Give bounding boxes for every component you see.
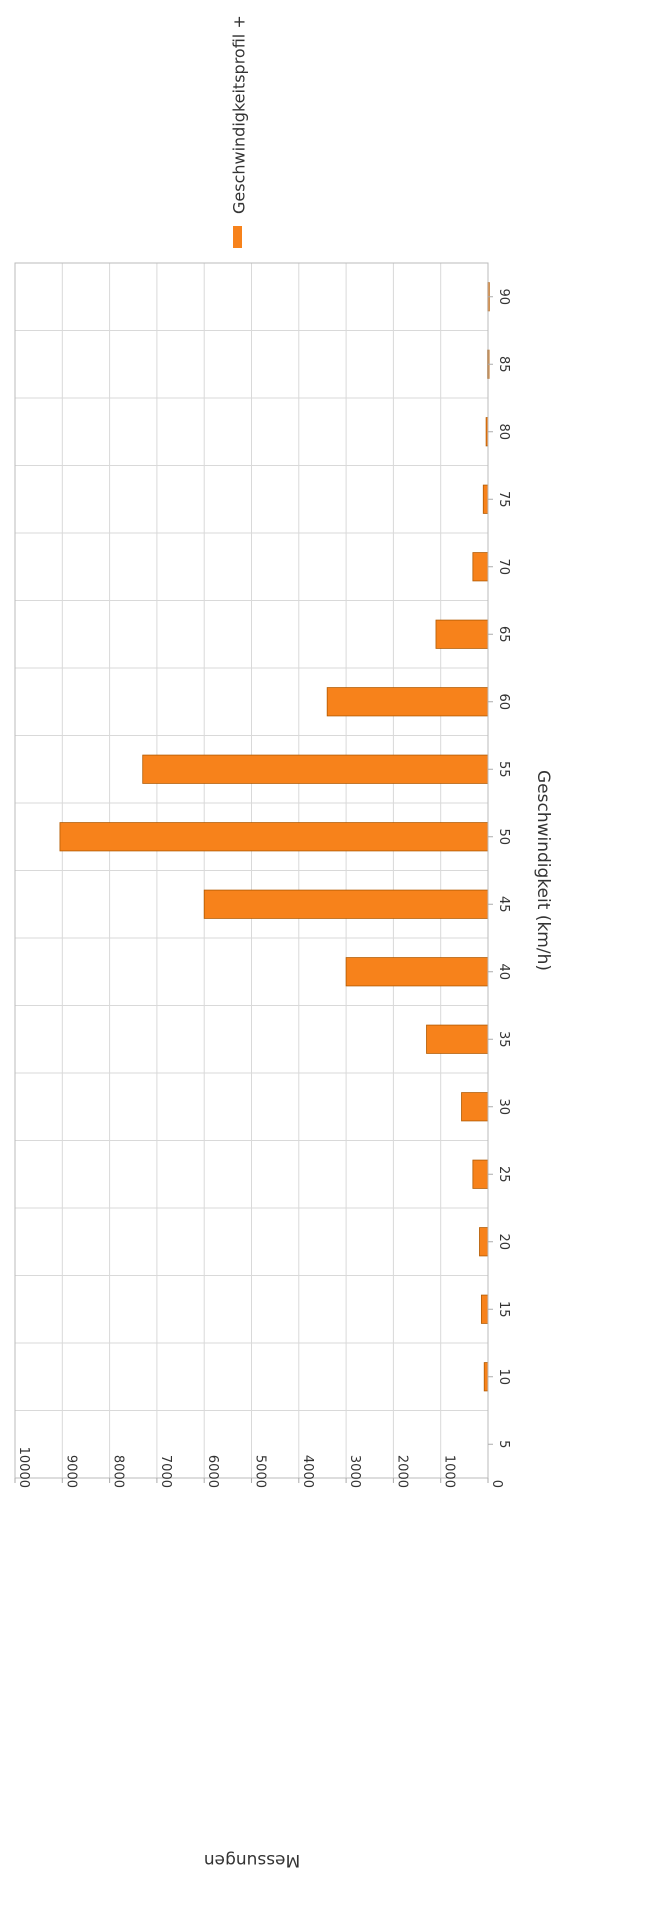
value-tick-label: 10000 [16, 1447, 31, 1488]
grid-lines [14, 262, 489, 1479]
bar-65 [435, 619, 489, 649]
value-tick-label: 7000 [158, 1455, 173, 1488]
bar-60 [326, 687, 489, 717]
category-tick-label: 85 [496, 356, 511, 373]
bar-30 [461, 1092, 489, 1122]
category-tick-label: 50 [496, 828, 511, 845]
category-tick-label: 35 [496, 1031, 511, 1048]
category-tick-label: 75 [496, 491, 511, 508]
category-tick-label: 65 [496, 626, 511, 643]
value-tick-label: 6000 [205, 1455, 220, 1488]
value-tick-label: 1000 [442, 1455, 457, 1488]
category-tick-label: 60 [496, 693, 511, 710]
category-tick-label: 55 [496, 761, 511, 778]
category-tick-label: 10 [496, 1368, 511, 1385]
bar-20 [479, 1227, 489, 1257]
bar-10 [483, 1362, 489, 1392]
value-tick-label: 0 [489, 1480, 504, 1488]
category-tick-label: 5 [496, 1440, 511, 1448]
x-axis-ticks: 5 10 15 20 25 30 35 40 45 50 55 60 65 70 75 80 85 90 [488, 288, 511, 1448]
bar-15 [480, 1294, 489, 1324]
bar-70 [472, 552, 489, 582]
category-tick-label: 45 [496, 896, 511, 913]
value-tick-label: 5000 [253, 1455, 268, 1488]
bar-75 [482, 484, 489, 514]
value-tick-label: 8000 [111, 1455, 126, 1488]
y-axis-ticks: 0 1000 2000 3000 4000 5000 6000 7000 8000 9000 100… [14, 1447, 504, 1488]
bar-35 [426, 1024, 489, 1054]
bars [59, 282, 490, 1392]
legend-swatch [233, 226, 242, 248]
bar-50 [59, 822, 489, 852]
category-tick-label: 80 [496, 423, 511, 440]
legend-series-label[interactable]: Geschwindigkeitsprofil + [230, 15, 249, 214]
bar-40 [345, 957, 489, 987]
category-tick-label: 15 [496, 1301, 511, 1318]
category-tick-label: 70 [496, 558, 511, 575]
category-tick-label: 90 [496, 288, 511, 305]
y-axis-label: Messungen [204, 1850, 300, 1870]
category-tick-label: 30 [496, 1098, 511, 1115]
category-tick-label: 40 [496, 963, 511, 980]
value-tick-label: 9000 [63, 1455, 78, 1488]
bar-55 [142, 754, 489, 784]
value-tick-label: 2000 [394, 1455, 409, 1488]
category-tick-label: 20 [496, 1233, 511, 1250]
bar-25 [472, 1159, 489, 1189]
value-tick-label: 3000 [347, 1455, 362, 1488]
bar-45 [203, 889, 489, 919]
axis-titles: Geschwindigkeit (km/h) Messungen [204, 770, 553, 1870]
legend[interactable]: Geschwindigkeitsprofil + [230, 15, 249, 248]
category-tick-label: 25 [496, 1166, 511, 1183]
value-tick-label: 4000 [300, 1455, 315, 1488]
x-axis-label: Geschwindigkeit (km/h) [533, 770, 553, 971]
